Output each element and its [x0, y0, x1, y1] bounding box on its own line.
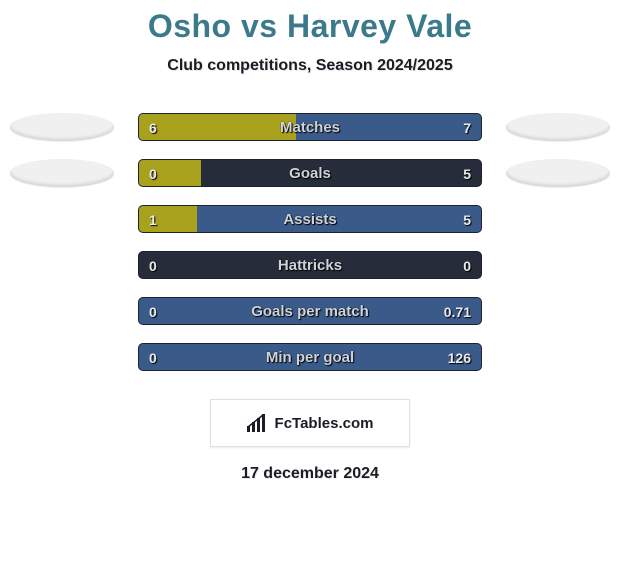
- stat-bar-left-fill: [139, 206, 197, 232]
- stat-label: Hattricks: [139, 252, 481, 278]
- stat-row: 15Assists: [0, 197, 620, 243]
- player-avatar-right: [506, 113, 610, 141]
- stat-bar-track: 00.71Goals per match: [138, 297, 482, 325]
- stat-value-left: 0: [139, 252, 167, 278]
- comparison-card: Osho vs Harvey Vale Club competitions, S…: [0, 0, 620, 580]
- stat-row: 00.71Goals per match: [0, 289, 620, 335]
- stat-bar-track: 67Matches: [138, 113, 482, 141]
- stat-bar-track: 05Goals: [138, 159, 482, 187]
- stat-row: 0126Min per goal: [0, 335, 620, 381]
- stat-bar-left-fill: [139, 114, 296, 140]
- source-logo: FcTables.com: [210, 399, 410, 447]
- player-avatar-left: [10, 113, 114, 141]
- stat-bar-right-fill: [139, 298, 481, 324]
- stat-bar-right-fill: [197, 206, 481, 232]
- player-avatar-right: [506, 159, 610, 187]
- page-subtitle: Club competitions, Season 2024/2025: [0, 57, 620, 75]
- stat-bar-left-fill: [139, 160, 201, 186]
- snapshot-date: 17 december 2024: [0, 465, 620, 483]
- stat-bar-right-fill: [139, 344, 481, 370]
- stat-row: 0 0Hattricks: [0, 243, 620, 289]
- stat-value-right: 5: [453, 160, 481, 186]
- stat-bar-track: 15Assists: [138, 205, 482, 233]
- stat-bar-track: 0126Min per goal: [138, 343, 482, 371]
- stat-value-right: 0: [453, 252, 481, 278]
- stat-bar-track: 0 0Hattricks: [138, 251, 482, 279]
- page-title: Osho vs Harvey Vale: [0, 8, 620, 45]
- fctables-icon: [247, 414, 269, 432]
- stat-rows: 67Matches 05Goals 15Assists 0 0Hattricks 00.7…: [0, 105, 620, 381]
- player-avatar-left: [10, 159, 114, 187]
- stat-bar-right-fill: [296, 114, 481, 140]
- source-logo-text: FcTables.com: [275, 415, 374, 432]
